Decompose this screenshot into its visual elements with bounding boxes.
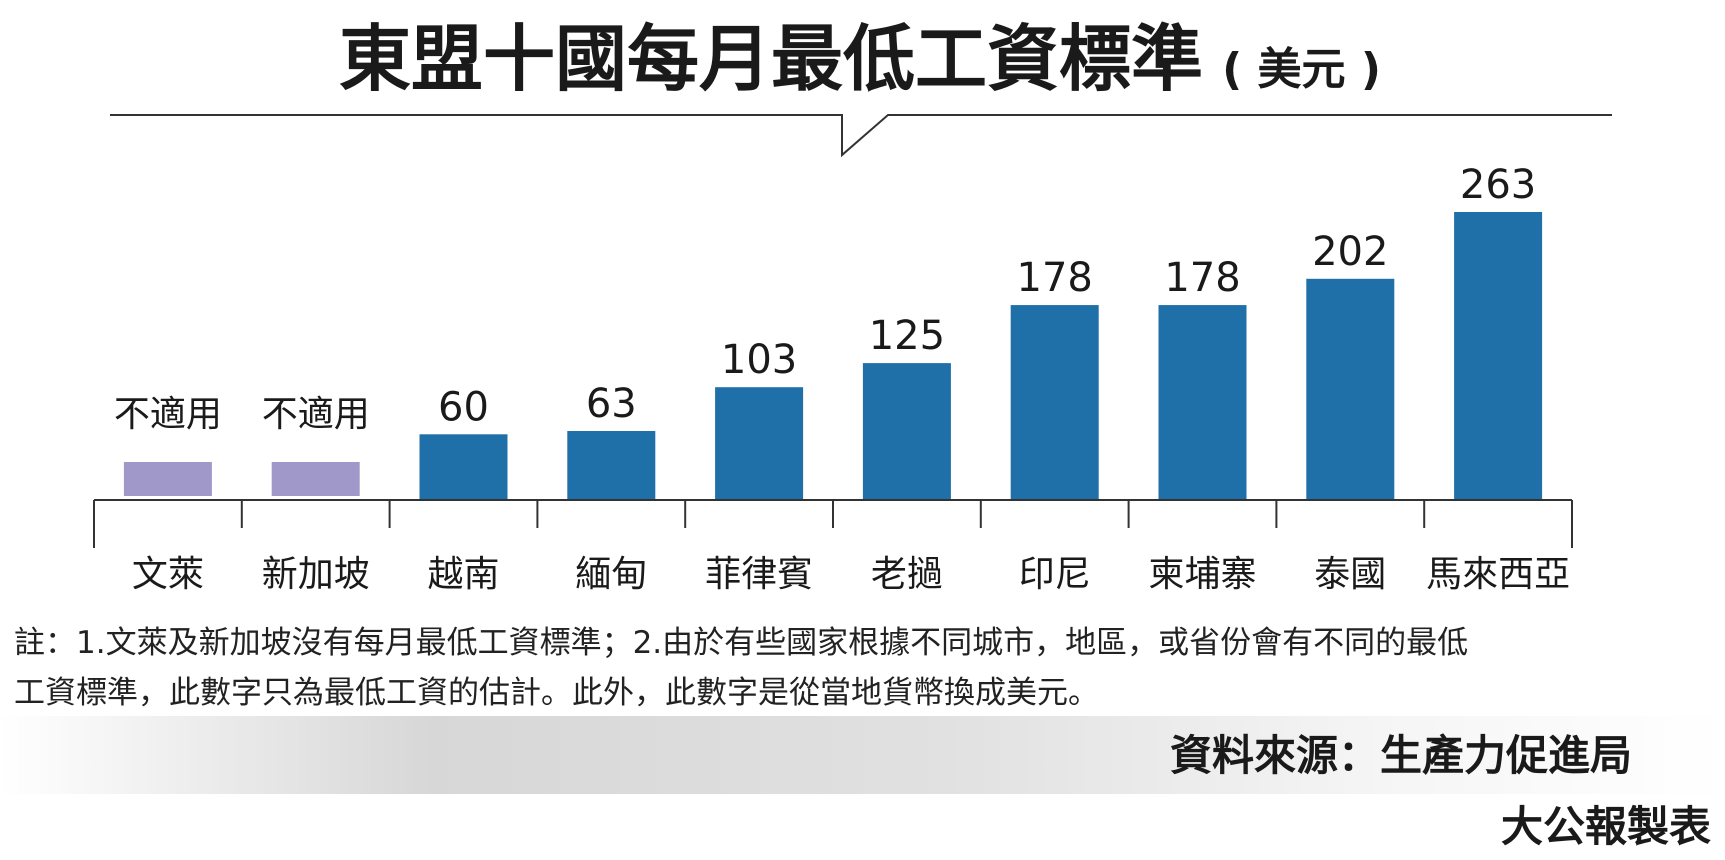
category-label: 泰國 xyxy=(1314,554,1386,595)
title-callout-line xyxy=(110,114,1612,158)
bar-5 xyxy=(715,387,804,500)
bar-9 xyxy=(1306,278,1395,500)
value-label: 202 xyxy=(1312,229,1388,275)
category-label: 菲律賓 xyxy=(705,554,813,595)
bar-10 xyxy=(1454,212,1543,500)
notes-line-2: 工資標準，此數字只為最低工資的估計。此外，此數字是從當地貨幣換成美元。 xyxy=(14,675,1099,711)
na-label: 不適用 xyxy=(114,394,222,435)
bar-2 xyxy=(271,462,360,496)
bar-6 xyxy=(862,363,951,500)
source-text: 資料來源：生產力促進局 xyxy=(1169,731,1632,780)
bar-8 xyxy=(1158,305,1247,500)
category-label: 老撾 xyxy=(871,554,943,595)
category-label: 越南 xyxy=(427,554,499,595)
bar-4 xyxy=(567,431,656,500)
chart-title-main: 東盟十國每月最低工資標準 xyxy=(339,17,1203,101)
chart-notes: 註：1.文萊及新加坡沒有每月最低工資標準；2.由於有些國家根據不同城市，地區，或… xyxy=(14,618,1654,718)
bar-1 xyxy=(123,462,212,496)
footer-shade xyxy=(0,716,1725,794)
value-label: 63 xyxy=(586,381,637,427)
notes-line-1: 註：1.文萊及新加坡沒有每月最低工資標準；2.由於有些國家根據不同城市，地區，或… xyxy=(14,625,1469,661)
category-label: 柬埔寨 xyxy=(1148,554,1256,595)
bar-3 xyxy=(419,434,508,500)
category-label: 新加坡 xyxy=(262,554,370,595)
value-label: 263 xyxy=(1460,162,1536,208)
value-label: 178 xyxy=(1164,255,1240,301)
bar-7 xyxy=(1010,305,1099,500)
na-label: 不適用 xyxy=(262,394,370,435)
value-label: 178 xyxy=(1017,255,1093,301)
credit-text: 大公報製表 xyxy=(1500,802,1711,851)
x-axis: 文萊 新加坡 越南 緬甸 菲律賓 老撾 印尼 柬埔寨 泰國 馬來西亞 xyxy=(93,499,1573,595)
value-label: 103 xyxy=(721,337,797,383)
chart-title: 東盟十國每月最低工資標準 ( 美元 ) xyxy=(339,17,1381,101)
chart-title-unit: ( 美元 ) xyxy=(1222,44,1381,95)
value-label: 125 xyxy=(869,313,945,359)
category-label: 緬甸 xyxy=(575,554,647,595)
category-label: 印尼 xyxy=(1019,554,1091,595)
value-label: 60 xyxy=(438,384,489,430)
category-label: 文萊 xyxy=(132,554,204,595)
category-label: 馬來西亞 xyxy=(1426,554,1570,595)
bars: 不適用 不適用 60 63 103 125 178 178 202 263 xyxy=(114,162,1543,500)
